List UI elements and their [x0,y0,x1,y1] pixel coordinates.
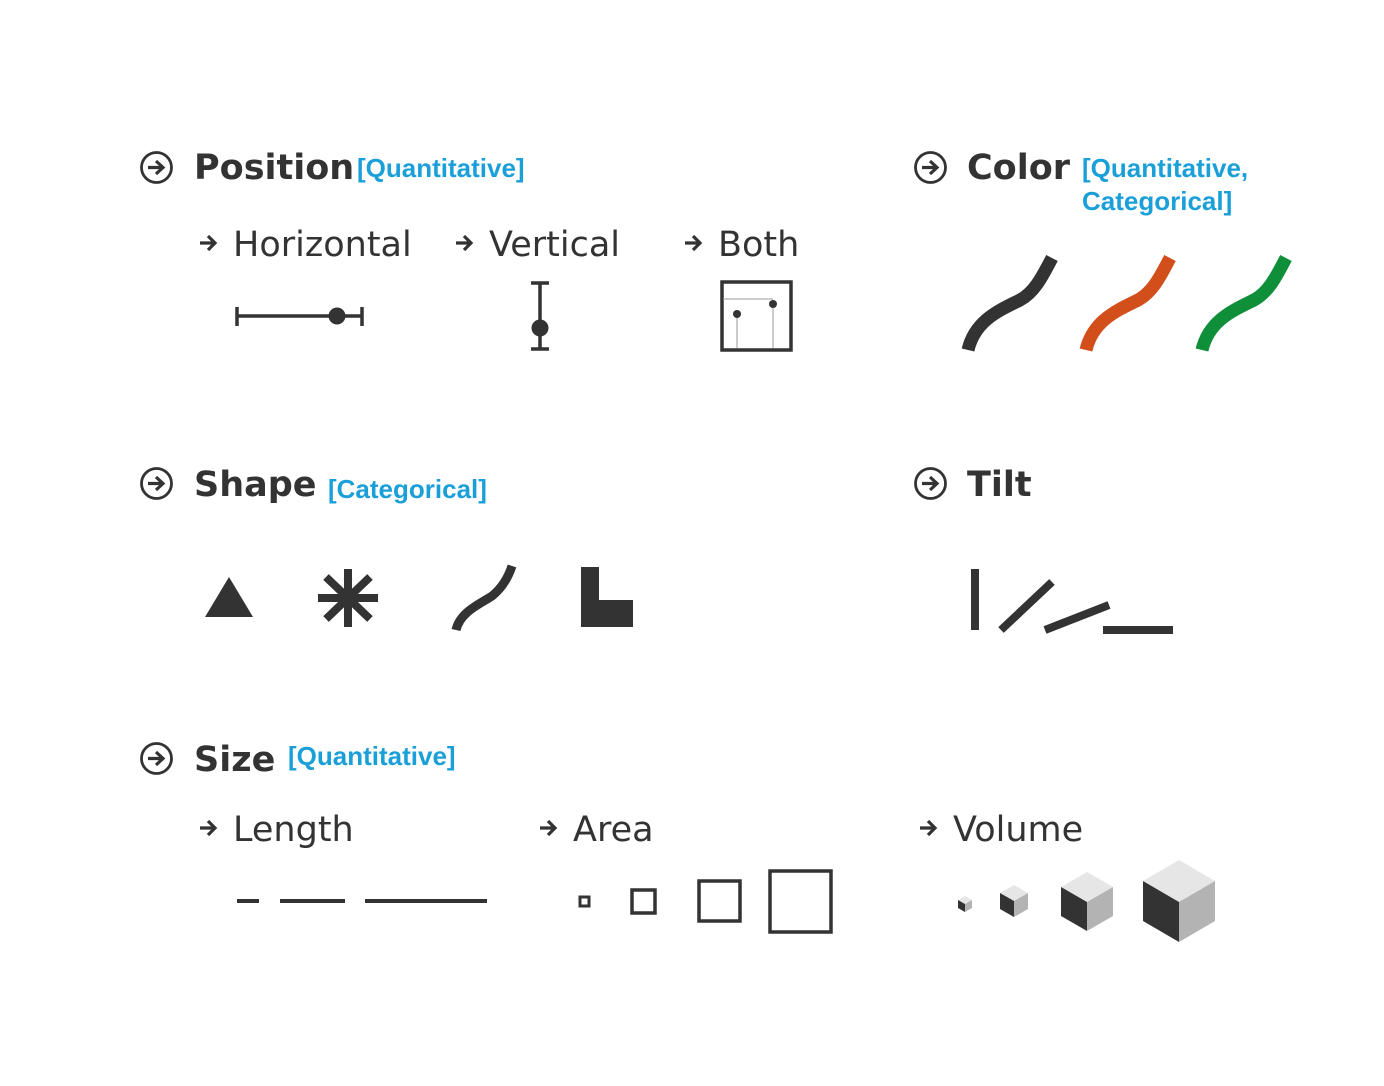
area-s [630,888,657,915]
circled-arrow-icon [140,151,173,184]
arrow-right-icon [685,234,703,252]
both-label: Both [718,225,800,265]
arrow-right-icon [200,234,218,252]
position-title: Position [194,148,355,188]
area-m [697,879,742,923]
l-block-shape [581,567,633,627]
color-title: Color [967,148,1071,188]
color-swatch-orange [1079,254,1176,352]
triangle-shape [205,577,253,617]
circled-arrow-icon [914,151,947,184]
circled-arrow-icon [914,467,947,500]
color-tag-line2: Categorical] [1082,186,1233,216]
position-tag: [Quantitative] [357,153,525,183]
horizontal-position-glyph [235,307,364,326]
shape-title: Shape [194,465,317,505]
vertical-position-glyph [531,281,549,351]
length-label: Length [233,810,354,850]
arrow-right-icon [540,819,558,837]
size-title: Size [194,740,276,780]
arrow-right-icon [456,234,474,252]
color-swatch-green [1195,254,1292,352]
cube-xs [958,896,972,912]
color-tag-line1: [Quantitative, [1082,153,1249,183]
volume-label: Volume [953,810,1084,850]
area-glyphs [578,869,833,934]
area-xs [578,895,591,908]
arrow-right-icon [200,819,218,837]
arrow-right-icon [920,819,938,837]
vertical-label: Vertical [489,225,621,265]
cube-m [1061,872,1113,931]
circled-arrow-icon [140,742,173,775]
horizontal-label: Horizontal [233,225,412,265]
area-label: Area [573,810,654,850]
curve-shape [451,564,517,632]
circled-arrow-icon [140,467,173,500]
color-swatches [961,254,1292,352]
cube-l [1143,860,1215,942]
tilt-title: Tilt [967,465,1032,505]
shape-tag: [Categorical] [328,474,487,504]
color-swatch-dark [961,254,1058,352]
area-l [768,869,833,934]
shape-glyphs [205,564,633,632]
asterisk-shape [318,569,378,627]
size-tag: [Quantitative] [288,741,456,771]
both-position-glyph [720,280,793,352]
tilt-shallow [1043,601,1111,634]
length-glyphs [237,899,487,903]
tilt-glyphs [971,569,1173,634]
tilt-diagonal [998,579,1055,633]
cube-s [1000,885,1028,917]
volume-glyphs [958,860,1215,942]
